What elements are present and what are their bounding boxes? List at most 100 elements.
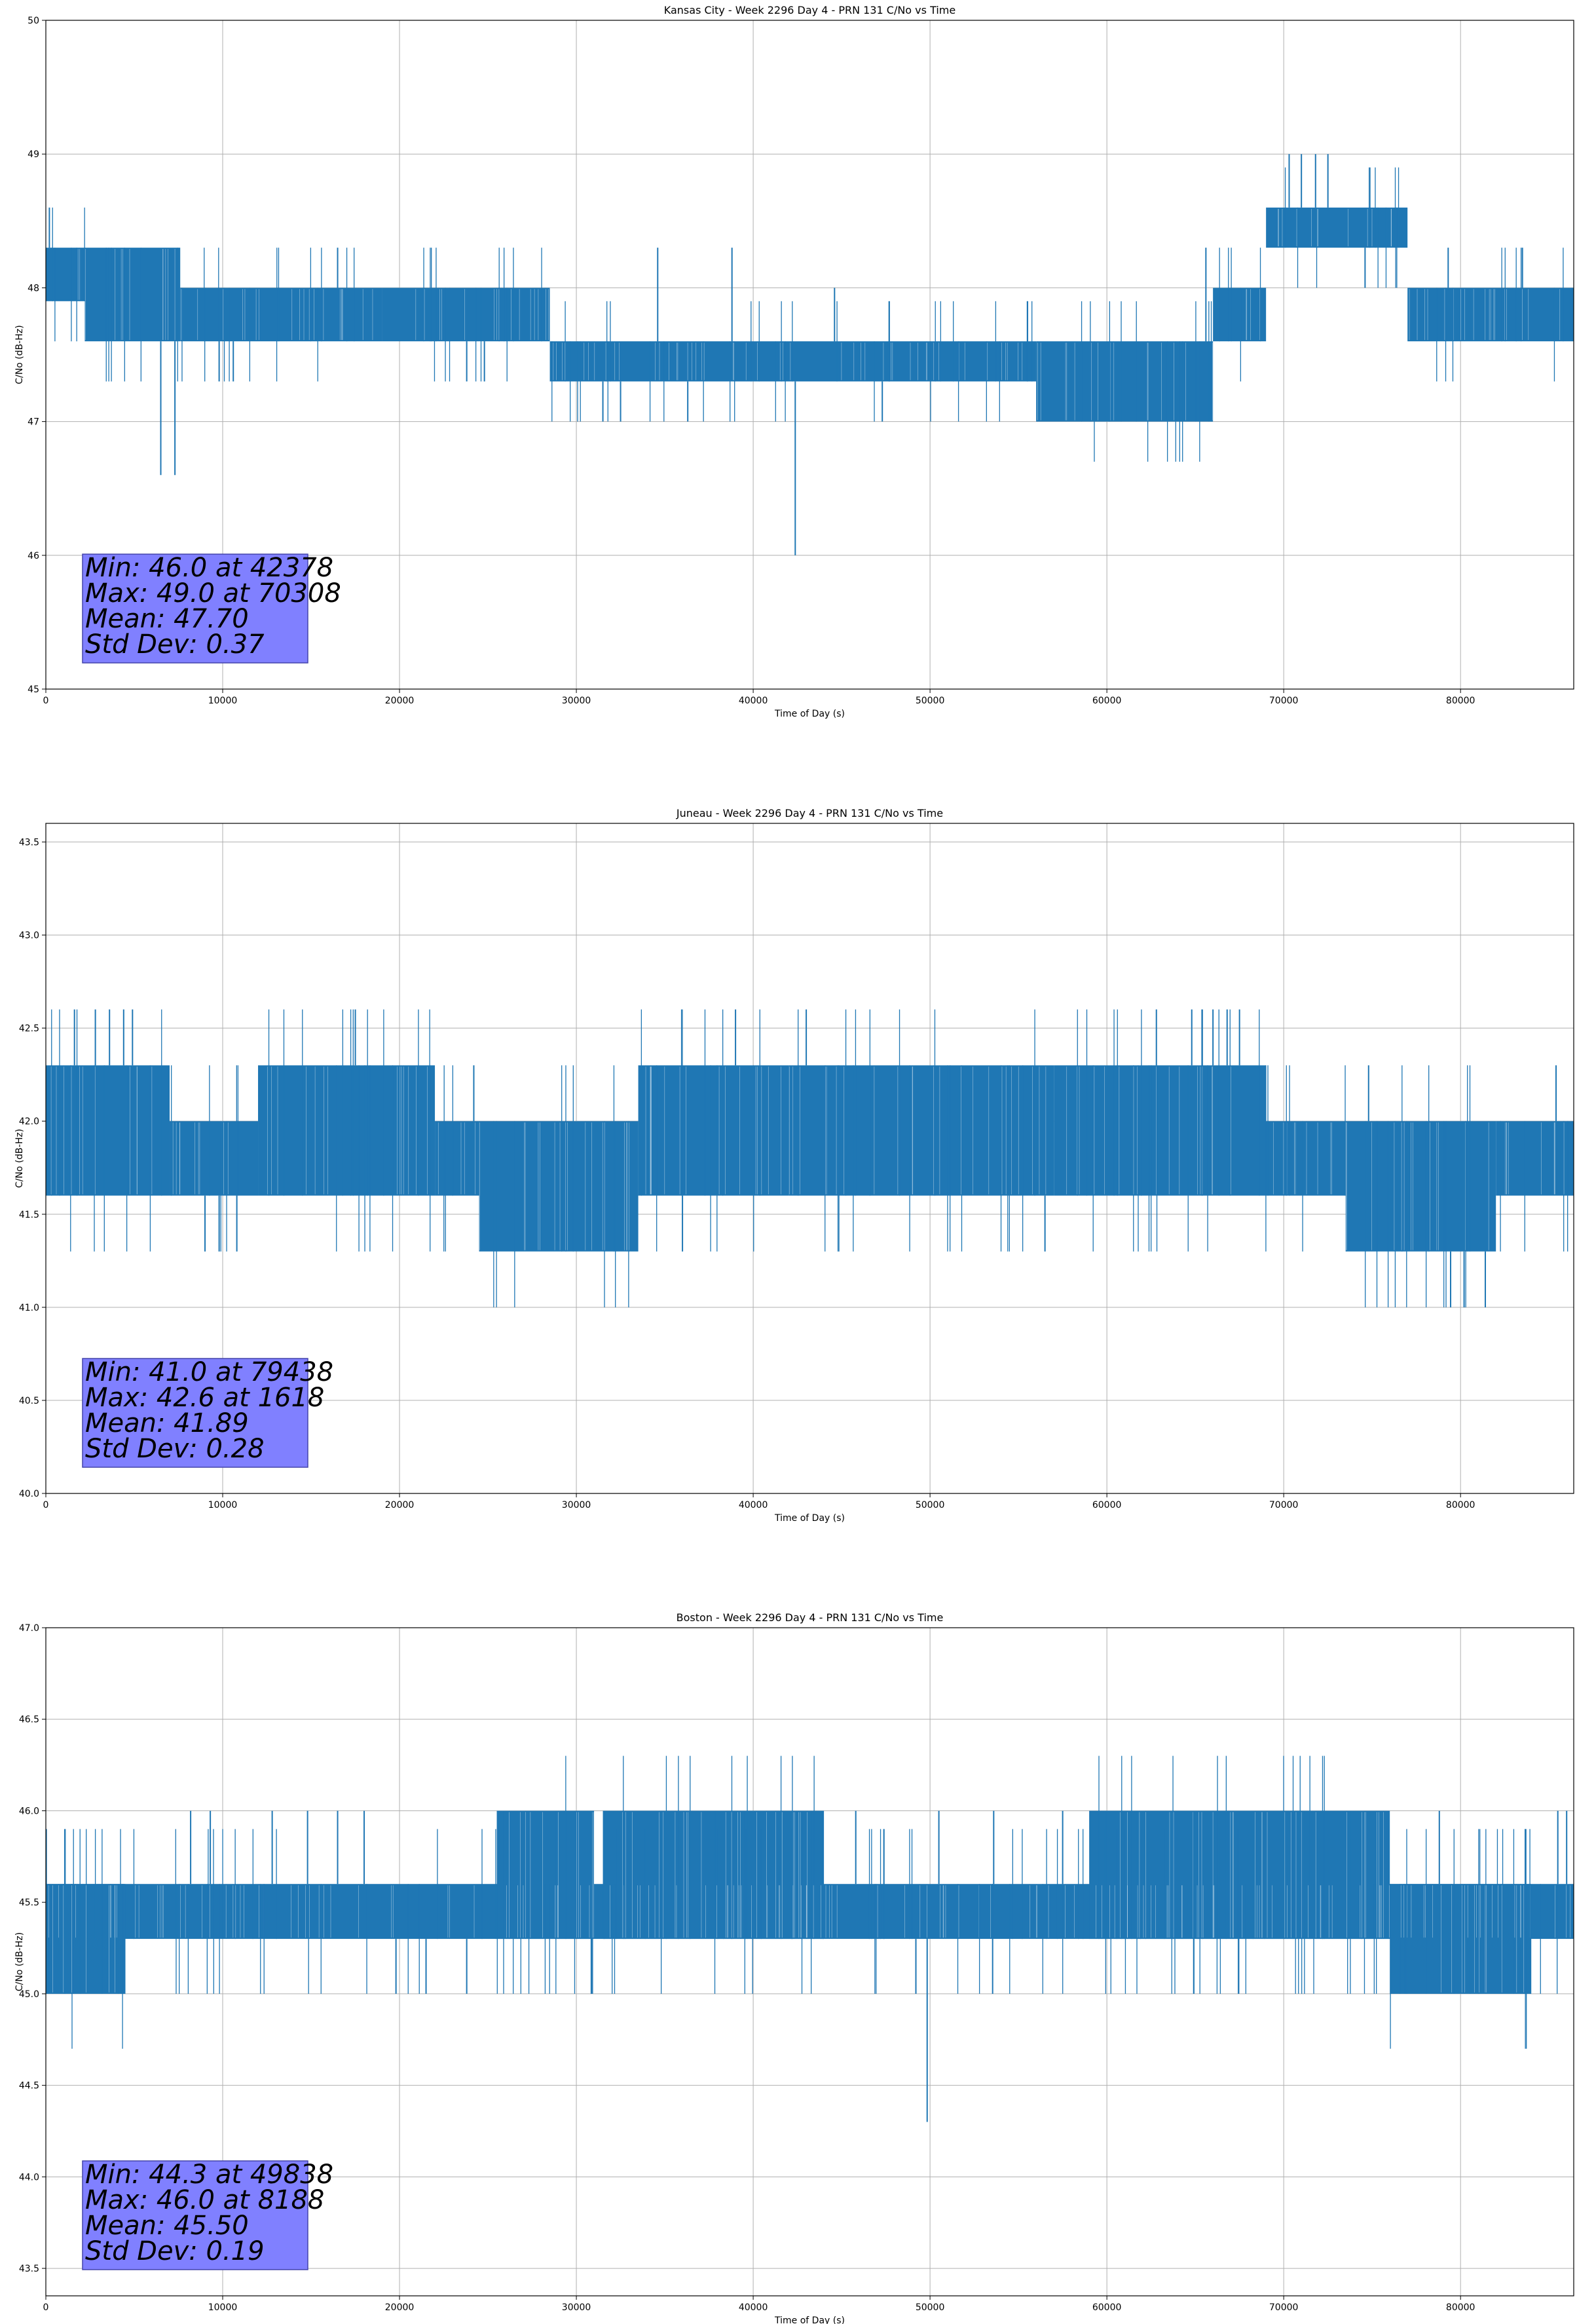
data-band — [258, 1065, 436, 1196]
chart-panel-2: Juneau - Week 2296 Day 4 - PRN 131 C/No … — [14, 807, 1574, 1524]
data-band — [788, 1065, 1054, 1196]
data-band — [1036, 341, 1214, 422]
data-band — [603, 1810, 825, 1940]
y-tick-label: 47.0 — [19, 1623, 39, 1634]
stats-line: Mean: 45.50 — [85, 2211, 249, 2241]
y-tick-label: 44.0 — [19, 2172, 39, 2183]
data-band — [84, 248, 181, 342]
data-band — [479, 1121, 639, 1252]
y-tick-label: 45 — [28, 684, 39, 695]
data-band — [1496, 1121, 1574, 1196]
x-axis-label: Time of Day (s) — [774, 2315, 845, 2324]
stats-line: Min: 44.3 at 49838 — [85, 2160, 333, 2190]
y-tick-label: 40.0 — [19, 1489, 39, 1499]
x-tick-label: 10000 — [208, 696, 238, 706]
y-tick-label: 46.0 — [19, 1806, 39, 1816]
y-tick-label: 41.5 — [19, 1210, 39, 1220]
y-tick-label: 42.5 — [19, 1024, 39, 1034]
chart-title: Kansas City - Week 2296 Day 4 - PRN 131 … — [664, 4, 955, 16]
data-band — [1345, 1121, 1496, 1252]
x-tick-label: 50000 — [916, 696, 945, 706]
y-tick-label: 43.0 — [19, 931, 39, 941]
y-tick-label: 49 — [28, 149, 39, 160]
data-band — [1213, 288, 1267, 342]
data-band — [638, 1065, 789, 1196]
data-band — [170, 1121, 259, 1196]
stats-line: Min: 41.0 at 79438 — [85, 1357, 333, 1387]
x-tick-label: 30000 — [562, 696, 591, 706]
data-band — [1054, 1065, 1267, 1196]
y-tick-label: 44.5 — [19, 2081, 39, 2091]
data-band — [382, 288, 550, 342]
stats-line: Max: 42.6 at 1618 — [85, 1383, 324, 1413]
stats-line: Min: 46.0 at 42378 — [85, 553, 333, 583]
stats-box — [82, 553, 308, 664]
data-band — [1266, 207, 1408, 248]
x-tick-label: 20000 — [385, 696, 415, 706]
x-tick-label: 20000 — [385, 1500, 415, 1510]
y-tick-label: 40.5 — [19, 1396, 39, 1406]
stats-line: Std Dev: 0.19 — [85, 2236, 265, 2266]
y-tick-label: 50 — [28, 16, 39, 26]
y-tick-label: 41.0 — [19, 1303, 39, 1313]
data-band — [180, 288, 382, 342]
x-axis-label: Time of Day (s) — [774, 709, 845, 719]
stats-line: Max: 49.0 at 70308 — [85, 578, 341, 609]
chart-panel-1: Kansas City - Week 2296 Day 4 - PRN 131 … — [14, 4, 1574, 719]
y-tick-label: 46 — [28, 551, 39, 561]
x-tick-label: 60000 — [1092, 696, 1122, 706]
stats-line: Mean: 47.70 — [85, 604, 249, 634]
data-band — [46, 1065, 170, 1196]
data-band — [1266, 1121, 1346, 1196]
y-tick-label: 45.5 — [19, 1898, 39, 1908]
x-tick-label: 80000 — [1446, 1500, 1475, 1510]
x-tick-label: 30000 — [562, 2302, 591, 2313]
axes-frame — [45, 823, 1574, 1494]
data-band — [1089, 1810, 1390, 1940]
y-tick-label: 43.5 — [19, 837, 39, 848]
stats-box — [82, 1358, 308, 1468]
x-tick-label: 0 — [43, 1500, 49, 1510]
data-band — [549, 341, 1037, 382]
chart-title: Juneau - Week 2296 Day 4 - PRN 131 C/No … — [676, 807, 943, 819]
data-series — [46, 1755, 1574, 2122]
data-band — [46, 1884, 126, 1994]
x-axis-label: Time of Day (s) — [774, 1513, 845, 1524]
x-tick-label: 30000 — [562, 1500, 591, 1510]
data-band — [435, 1121, 479, 1196]
x-tick-label: 10000 — [208, 1500, 238, 1510]
y-tick-label: 47 — [28, 417, 39, 428]
x-tick-label: 40000 — [739, 2302, 768, 2313]
x-tick-label: 50000 — [916, 2302, 945, 2313]
axes-frame — [45, 20, 1574, 690]
x-tick-label: 0 — [43, 2302, 49, 2313]
y-axis-label: C/No (dB-Hz) — [14, 325, 25, 384]
chart-panel-3: Boston - Week 2296 Day 4 - PRN 131 C/No … — [14, 1611, 1574, 2324]
x-tick-label: 70000 — [1269, 2302, 1299, 2313]
x-tick-label: 40000 — [739, 696, 768, 706]
data-series — [46, 1009, 1574, 1307]
y-tick-label: 46.5 — [19, 1715, 39, 1725]
x-tick-label: 80000 — [1446, 696, 1475, 706]
x-tick-label: 50000 — [916, 1500, 945, 1510]
y-tick-label: 45.0 — [19, 1989, 39, 2000]
data-band — [1390, 1884, 1532, 1994]
stats-line: Max: 46.0 at 8188 — [85, 2185, 324, 2215]
x-tick-label: 10000 — [208, 2302, 238, 2313]
x-tick-label: 40000 — [739, 1500, 768, 1510]
x-tick-label: 80000 — [1446, 2302, 1475, 2313]
x-tick-label: 70000 — [1269, 696, 1299, 706]
y-tick-label: 48 — [28, 283, 39, 293]
x-tick-label: 0 — [43, 696, 49, 706]
y-axis-label: C/No (dB-Hz) — [14, 1129, 25, 1188]
data-series — [46, 154, 1574, 555]
axes-frame — [45, 1627, 1574, 2296]
y-axis-label: C/No (dB-Hz) — [14, 1932, 25, 1991]
x-tick-label: 70000 — [1269, 1500, 1299, 1510]
y-tick-label: 43.5 — [19, 2264, 39, 2274]
stats-line: Std Dev: 0.28 — [85, 1434, 265, 1464]
x-tick-label: 60000 — [1092, 1500, 1122, 1510]
stats-line: Mean: 41.89 — [85, 1408, 249, 1438]
x-tick-label: 60000 — [1092, 2302, 1122, 2313]
